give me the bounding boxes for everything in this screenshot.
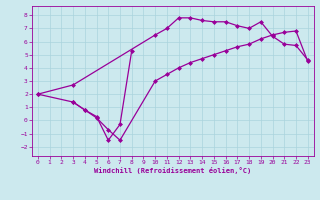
- X-axis label: Windchill (Refroidissement éolien,°C): Windchill (Refroidissement éolien,°C): [94, 167, 252, 174]
